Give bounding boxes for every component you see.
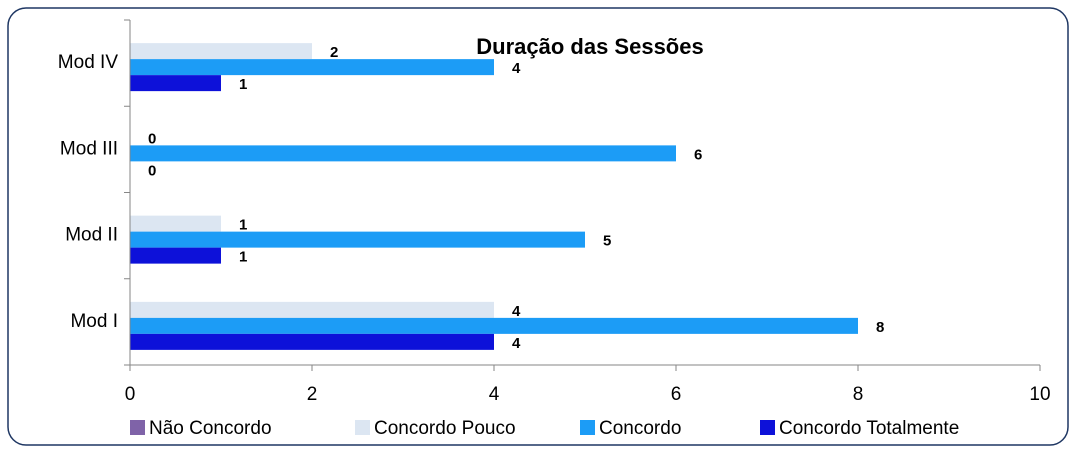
bar — [130, 215, 221, 232]
bar — [130, 301, 494, 318]
value-label: 6 — [694, 146, 702, 163]
y-tick-label: Mod I — [70, 311, 118, 332]
legend-label: Concordo Pouco — [374, 418, 516, 439]
value-label: 4 — [512, 303, 521, 320]
value-label: 4 — [512, 60, 521, 77]
value-label: 1 — [239, 76, 247, 93]
x-tick-label: 2 — [307, 384, 318, 405]
legend-swatch — [130, 420, 145, 435]
value-label: 4 — [512, 335, 521, 352]
bar — [130, 75, 221, 92]
legend-swatch — [580, 420, 595, 435]
chart-title: Duração das Sessões — [476, 34, 703, 59]
x-tick-label: 10 — [1029, 384, 1050, 405]
value-label: 0 — [148, 162, 156, 179]
bar — [130, 59, 494, 76]
bar — [130, 43, 312, 60]
bar — [130, 247, 221, 264]
legend-swatch — [760, 420, 775, 435]
bar — [130, 231, 585, 248]
legend-label: Concordo — [599, 418, 681, 439]
y-tick-label: Mod IV — [58, 52, 119, 73]
value-label: 5 — [603, 233, 611, 250]
legend-swatch — [355, 420, 370, 435]
bar — [130, 333, 494, 350]
legend-label: Concordo Totalmente — [779, 418, 959, 439]
x-tick-label: 6 — [671, 384, 682, 405]
legend-label: Não Concordo — [149, 418, 272, 439]
value-label: 2 — [330, 44, 338, 61]
value-label: 8 — [876, 319, 884, 336]
bar — [130, 317, 858, 334]
x-tick-label: 4 — [489, 384, 500, 405]
x-tick-label: 0 — [125, 384, 136, 405]
x-tick-label: 8 — [853, 384, 864, 405]
value-label: 1 — [239, 249, 247, 266]
bar — [130, 145, 676, 162]
value-label: 0 — [148, 130, 156, 147]
y-tick-label: Mod II — [65, 225, 118, 246]
value-label: 1 — [239, 217, 247, 234]
y-tick-label: Mod III — [60, 138, 118, 159]
